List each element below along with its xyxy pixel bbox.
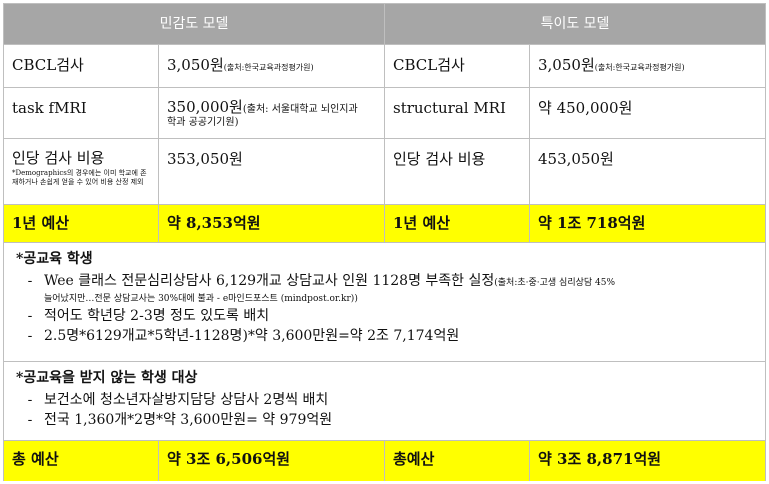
cbcl-cost-value: 3,050원 — [167, 56, 224, 74]
per-person-cost: 353,050원 — [159, 139, 385, 204]
health-center-text: 보건소에 청소년자살방지담당 상담사 2명씩 배치 — [44, 392, 329, 408]
non-public-education-title: *공교육을 받지 않는 학생 대상 — [16, 370, 198, 386]
cbcl-cost: 3,050원(출처:한국교육과정평가원) — [159, 45, 385, 87]
list-item: - 적어도 학년당 2-3명 정도 있도록 배치 — [27, 308, 270, 324]
annual-budget-value-right: 약 1조 718억원 — [538, 214, 646, 232]
task-fmri-label: task fMRI — [4, 88, 159, 138]
wee-class-source: (출처:초·중·고생 심리상담 45% — [494, 278, 616, 288]
placement-text: 적어도 학년당 2-3명 정도 있도록 배치 — [44, 308, 270, 324]
header-specificity-model: 특이도 모델 — [540, 16, 610, 32]
table-row-per-person: 인당 검사 비용 *Demographics의 경우에는 이미 학교에 존재하거… — [4, 139, 765, 205]
per-person-cost-right: 453,050원 — [538, 150, 614, 168]
list-item: - 보건소에 청소년자살방지담당 상담사 2명씩 배치 — [27, 392, 329, 408]
wee-class-text: Wee 클래스 전문심리상담사 6,129개교 상담교사 인원 1128명 부족… — [44, 273, 495, 289]
budget-table: 민감도 모델 특이도 모델 CBCL검사 3,050원(출처:한국교육과정평가원… — [3, 3, 766, 481]
demographics-note: *Demographics의 경우에는 이미 학교에 존재하거나 손쉽게 얻을 … — [12, 169, 147, 186]
table-header-row: 민감도 모델 특이도 모델 — [4, 4, 765, 45]
task-fmri-cost-value: 350,000원 — [167, 98, 243, 116]
table-row-mri: task fMRI 350,000원(출처: 서울대학교 뇌인지과 학과 공공기… — [4, 88, 765, 139]
structural-mri-label: structural MRI — [385, 88, 530, 138]
annual-budget-label: 1년 예산 — [4, 205, 159, 242]
total-budget-label: 총 예산 — [4, 441, 159, 481]
public-budget-calc: 2.5명*6129개교*5학년-1128명)*약 3,600만원=약 2조 7,… — [44, 328, 460, 344]
table-row-annual-budget: 1년 예산 약 8,353억원 1년 예산 약 1조 718억원 — [4, 205, 765, 243]
task-fmri-source-1: (출처: 서울대학교 뇌인지과 — [242, 104, 358, 115]
annual-budget-value: 약 8,353억원 — [159, 205, 385, 242]
list-item: - 2.5명*6129개교*5학년-1128명)*약 3,600만원=약 2조 … — [27, 328, 460, 344]
total-budget-value: 약 3조 6,506억원 — [159, 441, 385, 481]
total-budget-label-right: 총예산 — [385, 441, 530, 481]
per-person-label-cell: 인당 검사 비용 *Demographics의 경우에는 이미 학교에 존재하거… — [4, 139, 159, 204]
per-person-label-right: 인당 검사 비용 — [385, 139, 530, 204]
cbcl-label: CBCL검사 — [4, 45, 159, 87]
task-fmri-cost: 350,000원(출처: 서울대학교 뇌인지과 학과 공공기기원) — [159, 88, 385, 138]
public-education-section: *공교육 학생 - Wee 클래스 전문심리상담사 6,129개교 상담교사 인… — [4, 243, 765, 362]
cbcl-label-right: CBCL검사 — [385, 45, 530, 87]
cbcl-cost-source: (출처:한국교육과정평가원) — [223, 63, 314, 72]
non-public-education-section: *공교육을 받지 않는 학생 대상 - 보건소에 청소년자살방지담당 상담사 2… — [4, 362, 765, 441]
per-person-label: 인당 검사 비용 — [12, 149, 105, 167]
header-sensitivity-model: 민감도 모델 — [4, 4, 385, 44]
total-budget-value-right: 약 3조 8,871억원 — [538, 450, 662, 468]
public-education-title: *공교육 학생 — [16, 251, 93, 267]
list-item: - Wee 클래스 전문심리상담사 6,129개교 상담교사 인원 1128명 … — [27, 273, 616, 304]
annual-budget-label-right: 1년 예산 — [385, 205, 530, 242]
table-row-cbcl: CBCL검사 3,050원(출처:한국교육과정평가원) CBCL검사 3,050… — [4, 45, 765, 88]
nonpublic-budget-calc: 전국 1,360개*2명*약 3,600만원= 약 979억원 — [44, 412, 333, 428]
wee-class-source-cont: 늘어났지만…전문 상담교사는 30%대에 불과 - e마인드포스트 (mindp… — [44, 294, 358, 304]
cbcl-cost-right: 3,050원(출처:한국교육과정평가원) — [530, 45, 765, 87]
task-fmri-source-2: 학과 공공기기원) — [167, 117, 239, 128]
structural-mri-cost: 약 450,000원 — [538, 99, 633, 117]
cbcl-cost-right-source: (출처:한국교육과정평가원) — [594, 63, 685, 72]
cbcl-cost-right-value: 3,050원 — [538, 56, 595, 74]
table-row-total-budget: 총 예산 약 3조 6,506억원 총예산 약 3조 8,871억원 — [4, 441, 765, 481]
list-item: - 전국 1,360개*2명*약 3,600만원= 약 979억원 — [27, 412, 333, 428]
